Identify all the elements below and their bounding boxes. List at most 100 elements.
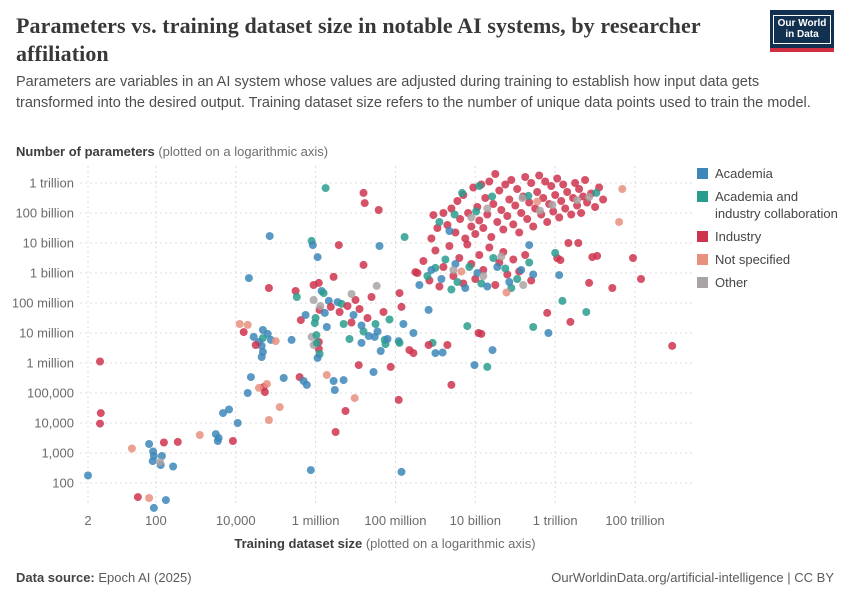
- data-point[interactable]: [427, 266, 436, 274]
- owid-logo[interactable]: Our World in Data: [770, 10, 834, 52]
- data-point[interactable]: [445, 227, 454, 235]
- data-point[interactable]: [349, 311, 358, 319]
- data-point[interactable]: [443, 341, 452, 349]
- data-point[interactable]: [291, 287, 300, 295]
- data-point[interactable]: [479, 266, 488, 274]
- data-point[interactable]: [343, 302, 352, 310]
- data-point[interactable]: [330, 386, 339, 394]
- data-point[interactable]: [505, 195, 514, 204]
- data-point[interactable]: [148, 457, 157, 466]
- data-point[interactable]: [513, 185, 522, 193]
- data-point[interactable]: [235, 320, 244, 328]
- data-point[interactable]: [449, 266, 458, 274]
- data-point[interactable]: [489, 254, 498, 262]
- data-point[interactable]: [529, 270, 538, 279]
- data-point[interactable]: [243, 320, 252, 329]
- data-point[interactable]: [599, 195, 608, 204]
- data-point[interactable]: [322, 371, 331, 379]
- data-point[interactable]: [549, 207, 558, 216]
- data-point[interactable]: [350, 394, 359, 403]
- data-point[interactable]: [517, 209, 526, 217]
- data-point[interactable]: [585, 193, 594, 202]
- data-point[interactable]: [485, 243, 494, 252]
- data-point[interactable]: [264, 416, 273, 424]
- data-point[interactable]: [615, 218, 624, 226]
- data-point[interactable]: [239, 328, 248, 337]
- data-point[interactable]: [497, 252, 506, 261]
- data-point[interactable]: [465, 263, 474, 271]
- data-point[interactable]: [477, 279, 486, 288]
- data-point[interactable]: [536, 206, 544, 215]
- data-point[interactable]: [262, 380, 271, 388]
- data-point[interactable]: [566, 317, 575, 326]
- data-point[interactable]: [509, 220, 518, 229]
- data-point[interactable]: [415, 281, 424, 289]
- data-point[interactable]: [264, 284, 273, 292]
- data-point[interactable]: [359, 188, 368, 197]
- data-point[interactable]: [292, 293, 301, 301]
- data-point[interactable]: [541, 177, 550, 186]
- data-point[interactable]: [441, 255, 450, 264]
- data-point[interactable]: [435, 218, 444, 226]
- data-point[interactable]: [359, 260, 368, 269]
- data-point[interactable]: [246, 373, 255, 382]
- data-point[interactable]: [481, 194, 490, 202]
- data-point[interactable]: [296, 316, 305, 325]
- data-point[interactable]: [287, 335, 296, 344]
- data-point[interactable]: [155, 458, 164, 466]
- data-point[interactable]: [312, 331, 321, 340]
- data-point[interactable]: [372, 281, 381, 290]
- data-point[interactable]: [360, 199, 369, 208]
- data-point[interactable]: [347, 290, 356, 298]
- data-point[interactable]: [471, 230, 480, 238]
- data-point[interactable]: [517, 266, 526, 274]
- data-point[interactable]: [161, 496, 170, 505]
- data-point[interactable]: [548, 200, 557, 209]
- legend-item[interactable]: Not specified: [697, 252, 847, 268]
- data-point[interactable]: [529, 222, 538, 231]
- data-point[interactable]: [341, 407, 350, 415]
- data-point[interactable]: [395, 338, 404, 347]
- credit-line[interactable]: OurWorldinData.org/artificial-intelligen…: [551, 570, 834, 585]
- data-point[interactable]: [519, 281, 528, 289]
- data-point[interactable]: [355, 305, 364, 313]
- data-point[interactable]: [351, 296, 360, 304]
- data-point[interactable]: [467, 213, 476, 222]
- data-point[interactable]: [96, 419, 104, 428]
- data-point[interactable]: [556, 256, 565, 265]
- data-point[interactable]: [447, 285, 456, 294]
- data-point[interactable]: [527, 179, 536, 187]
- data-point[interactable]: [582, 308, 591, 316]
- data-point[interactable]: [563, 188, 572, 196]
- data-point[interactable]: [503, 212, 512, 220]
- data-point[interactable]: [467, 222, 476, 231]
- data-point[interactable]: [453, 197, 462, 205]
- data-point[interactable]: [491, 170, 500, 178]
- data-point[interactable]: [472, 207, 481, 216]
- data-point[interactable]: [127, 444, 136, 453]
- data-point[interactable]: [561, 204, 570, 213]
- data-point[interactable]: [395, 289, 404, 298]
- data-point[interactable]: [493, 263, 502, 271]
- data-point[interactable]: [313, 353, 322, 362]
- data-point[interactable]: [521, 173, 530, 181]
- data-point[interactable]: [439, 209, 448, 217]
- data-point[interactable]: [637, 275, 645, 283]
- data-point[interactable]: [400, 233, 409, 241]
- data-point[interactable]: [275, 403, 284, 412]
- data-point[interactable]: [477, 329, 486, 338]
- data-point[interactable]: [265, 232, 274, 241]
- data-point[interactable]: [544, 329, 553, 337]
- data-point[interactable]: [501, 180, 510, 189]
- data-point[interactable]: [354, 361, 363, 370]
- data-point[interactable]: [334, 241, 343, 250]
- legend-item[interactable]: Other: [697, 275, 847, 291]
- data-point[interactable]: [173, 437, 182, 446]
- data-point[interactable]: [473, 269, 482, 277]
- data-point[interactable]: [96, 357, 104, 366]
- data-point[interactable]: [357, 338, 366, 347]
- data-point[interactable]: [564, 239, 573, 247]
- data-point[interactable]: [225, 405, 233, 414]
- data-point[interactable]: [424, 305, 433, 314]
- data-point[interactable]: [145, 494, 154, 502]
